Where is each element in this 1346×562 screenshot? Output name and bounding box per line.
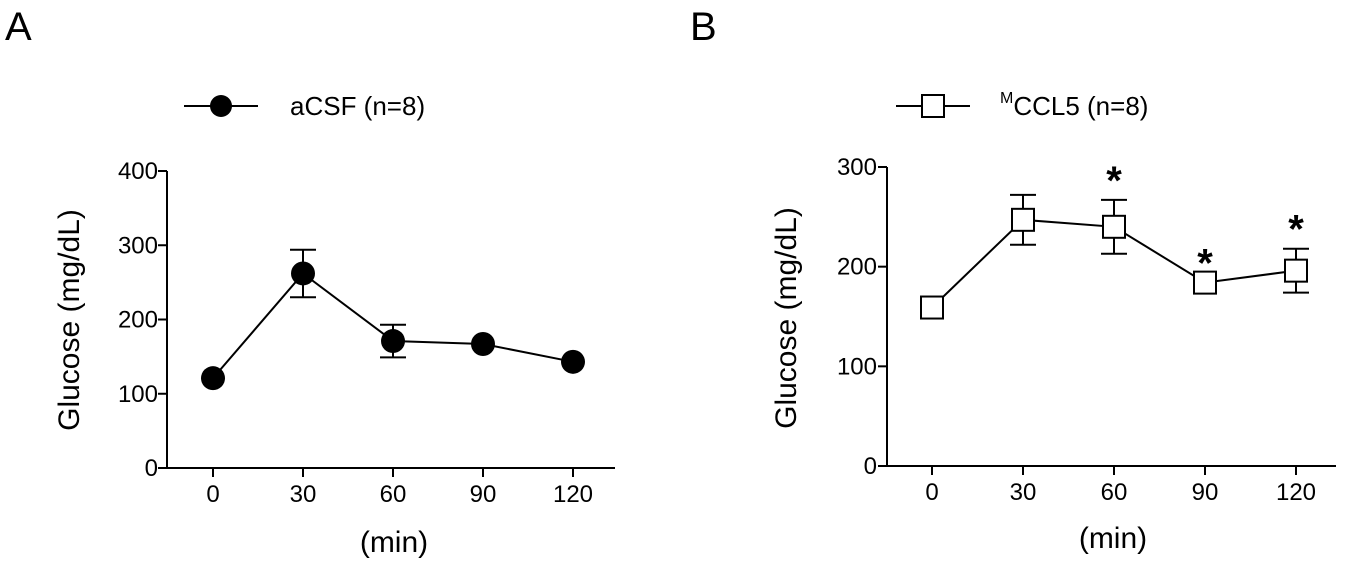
- data-point-a: [201, 366, 225, 391]
- x-tick-label-b: 0: [925, 479, 938, 506]
- y-tick-label-b: 0: [864, 453, 877, 480]
- data-point-b: [920, 295, 944, 320]
- y-tick-label-b: 300: [837, 154, 877, 181]
- significance-marker-b: *: [1288, 208, 1304, 252]
- data-point-b: [1284, 258, 1308, 283]
- significance-marker-b: *: [1197, 242, 1213, 286]
- y-tick-label-a: 100: [118, 381, 158, 408]
- y-tick-label-b: 200: [837, 254, 877, 281]
- legend-b-marker: [921, 94, 945, 118]
- legend-a-label: aCSF (n=8): [290, 91, 425, 121]
- y-tick-label-a: 200: [118, 307, 158, 334]
- panel-b-letter: B: [690, 5, 717, 49]
- y-axis-label-a: Glucose (mg/dL): [53, 209, 86, 431]
- legend-a: aCSF (n=8): [184, 91, 425, 121]
- data-point-b: [1102, 214, 1126, 239]
- data-point-a: [561, 349, 585, 374]
- data-point-a: [471, 332, 495, 357]
- panel-a: A aCSF (n=8) Glucose (mg/dL) (min) 0 100 2…: [5, 5, 615, 559]
- x-tick-label-a: 90: [470, 481, 497, 508]
- y-axis-label-b: Glucose (mg/dL): [770, 207, 803, 429]
- x-tick-label-b: 30: [1010, 479, 1037, 506]
- legend-b-label: MCCL5 (n=8): [1000, 90, 1148, 121]
- significance-marker-b: *: [1106, 159, 1122, 203]
- x-tick-label-a: 30: [290, 481, 317, 508]
- data-point-a: [381, 329, 405, 354]
- y-tick-label-a: 400: [118, 158, 158, 185]
- legend-b: MCCL5 (n=8): [896, 90, 1148, 121]
- data-point-b: [1011, 207, 1035, 232]
- x-tick-label-b: 90: [1192, 479, 1219, 506]
- x-axis-label-a: (min): [360, 526, 428, 559]
- x-tick-label-a: 60: [380, 481, 407, 508]
- legend-a-marker: [210, 95, 232, 117]
- y-tick-label-a: 0: [145, 455, 158, 482]
- panel-b: B MCCL5 (n=8) Glucose (mg/dL) (min) 0 100…: [690, 5, 1336, 555]
- panel-a-letter: A: [5, 5, 32, 49]
- legend-b-label-sup: M: [1000, 90, 1013, 107]
- legend-b-label-rest: CCL5 (n=8): [1013, 91, 1148, 121]
- y-tick-label-a: 300: [118, 232, 158, 259]
- x-tick-label-a: 120: [553, 481, 593, 508]
- x-tick-label-a: 0: [206, 481, 219, 508]
- x-axis-label-b: (min): [1079, 522, 1147, 555]
- data-point-a: [291, 261, 315, 286]
- x-tick-label-b: 120: [1276, 479, 1316, 506]
- y-tick-label-b: 100: [837, 353, 877, 380]
- data-point-b: [1193, 270, 1217, 295]
- x-tick-label-b: 60: [1101, 479, 1128, 506]
